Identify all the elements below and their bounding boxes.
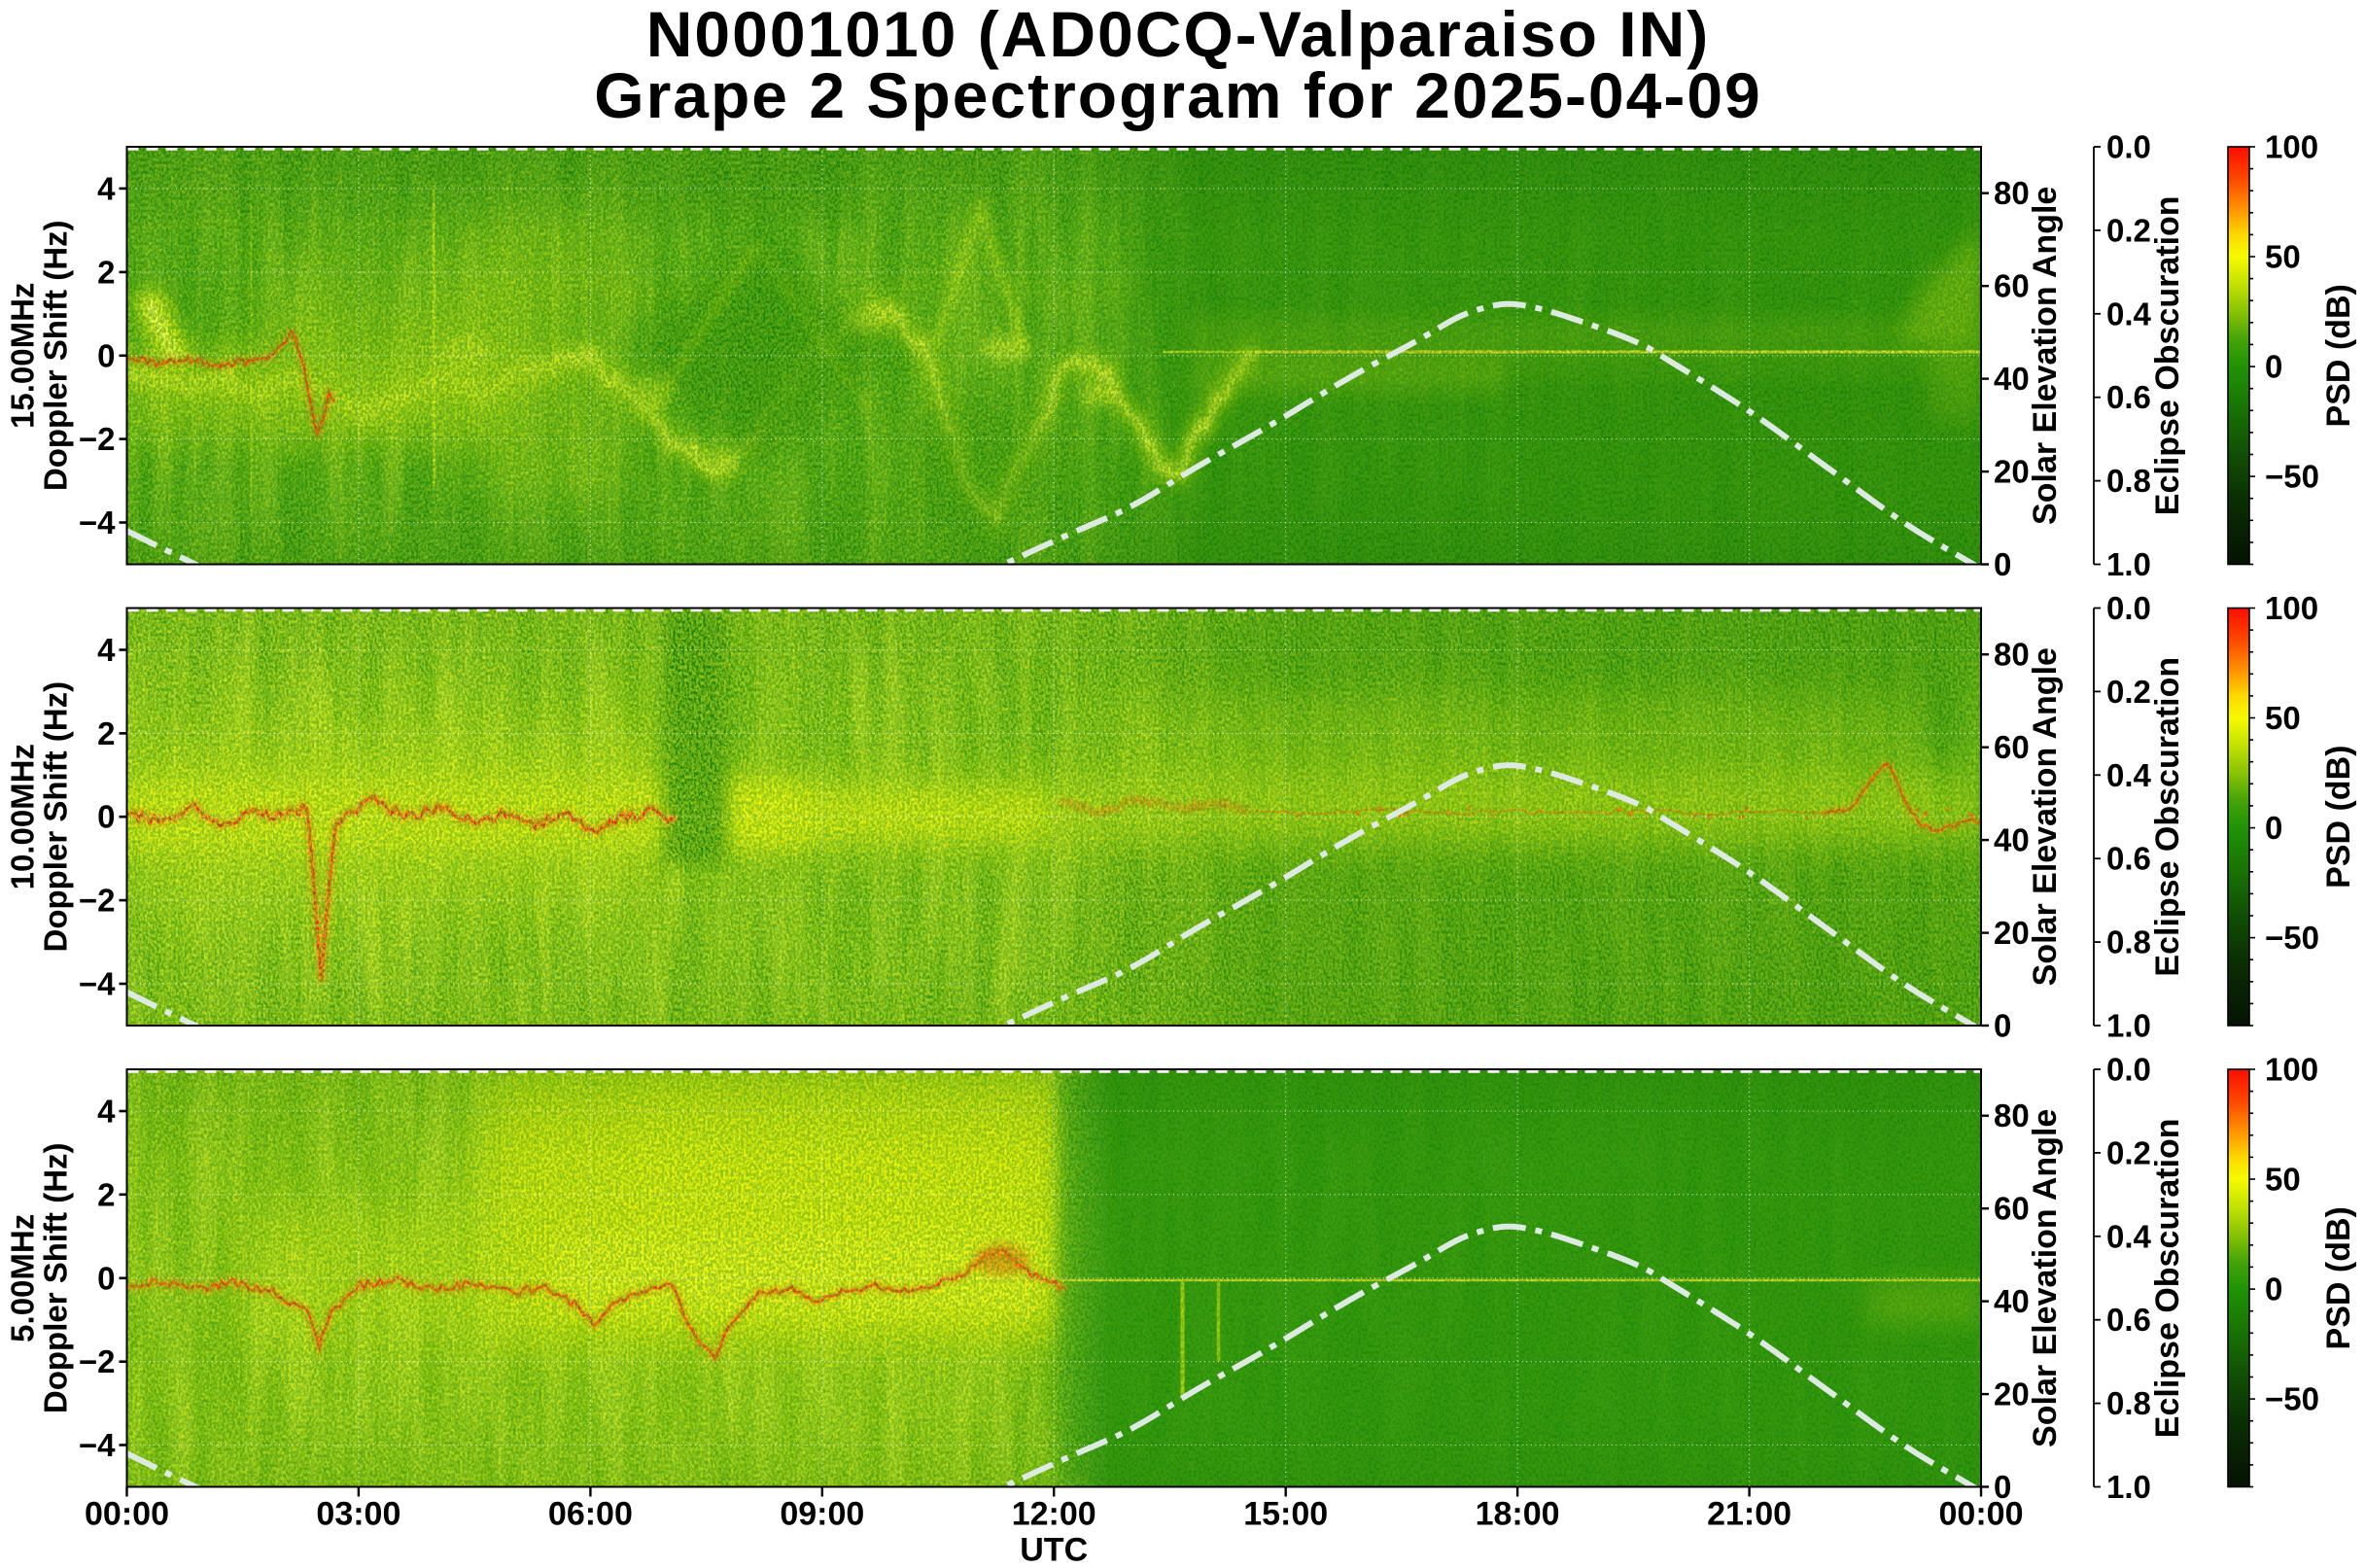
svg-text:Grape 2 Spectrogram for 2025-0: Grape 2 Spectrogram for 2025-04-09 bbox=[594, 59, 1762, 131]
svg-text:20: 20 bbox=[1994, 1376, 2030, 1412]
svg-text:00:00: 00:00 bbox=[1939, 1496, 2024, 1533]
svg-text:20: 20 bbox=[1994, 915, 2030, 951]
svg-text:−50: −50 bbox=[2265, 920, 2319, 956]
svg-text:−4: −4 bbox=[79, 505, 116, 540]
svg-text:PSD (dB): PSD (dB) bbox=[2320, 284, 2357, 427]
svg-text:50: 50 bbox=[2265, 239, 2301, 275]
svg-text:40: 40 bbox=[1994, 822, 2030, 858]
svg-text:4: 4 bbox=[97, 1094, 116, 1130]
svg-text:15:00: 15:00 bbox=[1243, 1496, 1328, 1533]
svg-text:0.0: 0.0 bbox=[2106, 1052, 2151, 1088]
svg-text:Solar Elevation Angle: Solar Elevation Angle bbox=[2027, 1109, 2064, 1447]
svg-text:21:00: 21:00 bbox=[1707, 1496, 1791, 1533]
svg-text:PSD (dB): PSD (dB) bbox=[2320, 746, 2357, 889]
svg-text:40: 40 bbox=[1994, 361, 2030, 397]
svg-text:0.8: 0.8 bbox=[2106, 463, 2151, 499]
svg-text:−2: −2 bbox=[79, 421, 116, 457]
svg-text:4: 4 bbox=[97, 170, 116, 206]
svg-text:00:00: 00:00 bbox=[85, 1496, 169, 1533]
svg-text:100: 100 bbox=[2265, 590, 2318, 626]
svg-text:40: 40 bbox=[1994, 1283, 2030, 1319]
svg-text:60: 60 bbox=[1994, 1191, 2030, 1227]
svg-text:60: 60 bbox=[1994, 268, 2030, 304]
svg-text:Solar Elevation Angle: Solar Elevation Angle bbox=[2027, 647, 2064, 986]
svg-text:0.4: 0.4 bbox=[2106, 296, 2152, 331]
svg-text:09:00: 09:00 bbox=[780, 1496, 864, 1533]
svg-text:−2: −2 bbox=[79, 883, 116, 919]
svg-text:2: 2 bbox=[97, 715, 115, 751]
svg-text:UTC: UTC bbox=[1020, 1532, 1088, 1568]
svg-text:−4: −4 bbox=[79, 1427, 116, 1463]
svg-text:100: 100 bbox=[2265, 1052, 2318, 1088]
svg-text:0: 0 bbox=[1994, 546, 2011, 582]
svg-text:0.8: 0.8 bbox=[2106, 924, 2151, 960]
svg-text:0.6: 0.6 bbox=[2106, 379, 2151, 415]
svg-text:0.2: 0.2 bbox=[2106, 674, 2151, 710]
svg-text:0: 0 bbox=[2265, 810, 2282, 846]
svg-text:0.0: 0.0 bbox=[2106, 129, 2151, 165]
svg-text:N0001010 (AD0CQ-Valparaiso IN): N0001010 (AD0CQ-Valparaiso IN) bbox=[646, 0, 1710, 70]
svg-text:12:00: 12:00 bbox=[1012, 1496, 1096, 1533]
svg-text:80: 80 bbox=[1994, 637, 2030, 673]
svg-text:1.0: 1.0 bbox=[2106, 546, 2151, 582]
svg-text:Doppler Shift (Hz): Doppler Shift (Hz) bbox=[38, 1142, 74, 1413]
svg-text:0.0: 0.0 bbox=[2106, 590, 2151, 626]
svg-text:20: 20 bbox=[1994, 454, 2030, 490]
svg-text:Eclipse Obscuration: Eclipse Obscuration bbox=[2149, 195, 2186, 515]
svg-text:−50: −50 bbox=[2265, 1381, 2319, 1417]
svg-text:0: 0 bbox=[1994, 1469, 2011, 1505]
svg-text:18:00: 18:00 bbox=[1476, 1496, 1560, 1533]
svg-text:0: 0 bbox=[97, 337, 115, 373]
svg-text:100: 100 bbox=[2265, 129, 2318, 165]
svg-text:0: 0 bbox=[2265, 349, 2282, 385]
svg-text:1.0: 1.0 bbox=[2106, 1008, 2151, 1044]
svg-text:0: 0 bbox=[1994, 1008, 2011, 1044]
svg-text:50: 50 bbox=[2265, 1162, 2301, 1198]
svg-text:2: 2 bbox=[97, 1176, 115, 1212]
svg-text:0.4: 0.4 bbox=[2106, 757, 2152, 793]
svg-text:Eclipse Obscuration: Eclipse Obscuration bbox=[2149, 1118, 2186, 1438]
svg-text:0.2: 0.2 bbox=[2106, 1134, 2151, 1170]
svg-text:0: 0 bbox=[97, 799, 115, 835]
svg-text:0: 0 bbox=[97, 1260, 115, 1296]
svg-text:Doppler Shift (Hz): Doppler Shift (Hz) bbox=[38, 681, 74, 953]
svg-text:80: 80 bbox=[1994, 1098, 2030, 1133]
svg-text:0: 0 bbox=[2265, 1272, 2282, 1307]
svg-text:10.00MHz: 10.00MHz bbox=[5, 744, 41, 889]
svg-text:15.00MHz: 15.00MHz bbox=[5, 283, 41, 429]
svg-text:Eclipse Obscuration: Eclipse Obscuration bbox=[2149, 657, 2186, 977]
svg-text:06:00: 06:00 bbox=[548, 1496, 633, 1533]
svg-text:0.8: 0.8 bbox=[2106, 1385, 2151, 1421]
svg-text:80: 80 bbox=[1994, 175, 2030, 211]
svg-text:5.00MHz: 5.00MHz bbox=[5, 1214, 41, 1342]
svg-text:50: 50 bbox=[2265, 700, 2301, 736]
svg-text:60: 60 bbox=[1994, 729, 2030, 765]
svg-text:1.0: 1.0 bbox=[2106, 1469, 2151, 1505]
svg-text:2: 2 bbox=[97, 254, 115, 290]
svg-text:−4: −4 bbox=[79, 966, 116, 1002]
svg-text:Doppler Shift (Hz): Doppler Shift (Hz) bbox=[38, 220, 74, 491]
svg-text:−50: −50 bbox=[2265, 459, 2319, 495]
svg-text:0.6: 0.6 bbox=[2106, 841, 2151, 877]
svg-text:Solar Elevation Angle: Solar Elevation Angle bbox=[2027, 187, 2064, 525]
svg-text:4: 4 bbox=[97, 632, 116, 668]
svg-text:03:00: 03:00 bbox=[316, 1496, 400, 1533]
svg-text:0.4: 0.4 bbox=[2106, 1218, 2152, 1254]
svg-text:0.6: 0.6 bbox=[2106, 1302, 2151, 1338]
svg-text:−2: −2 bbox=[79, 1343, 116, 1379]
svg-text:PSD (dB): PSD (dB) bbox=[2320, 1206, 2357, 1349]
svg-text:0.2: 0.2 bbox=[2106, 212, 2151, 248]
